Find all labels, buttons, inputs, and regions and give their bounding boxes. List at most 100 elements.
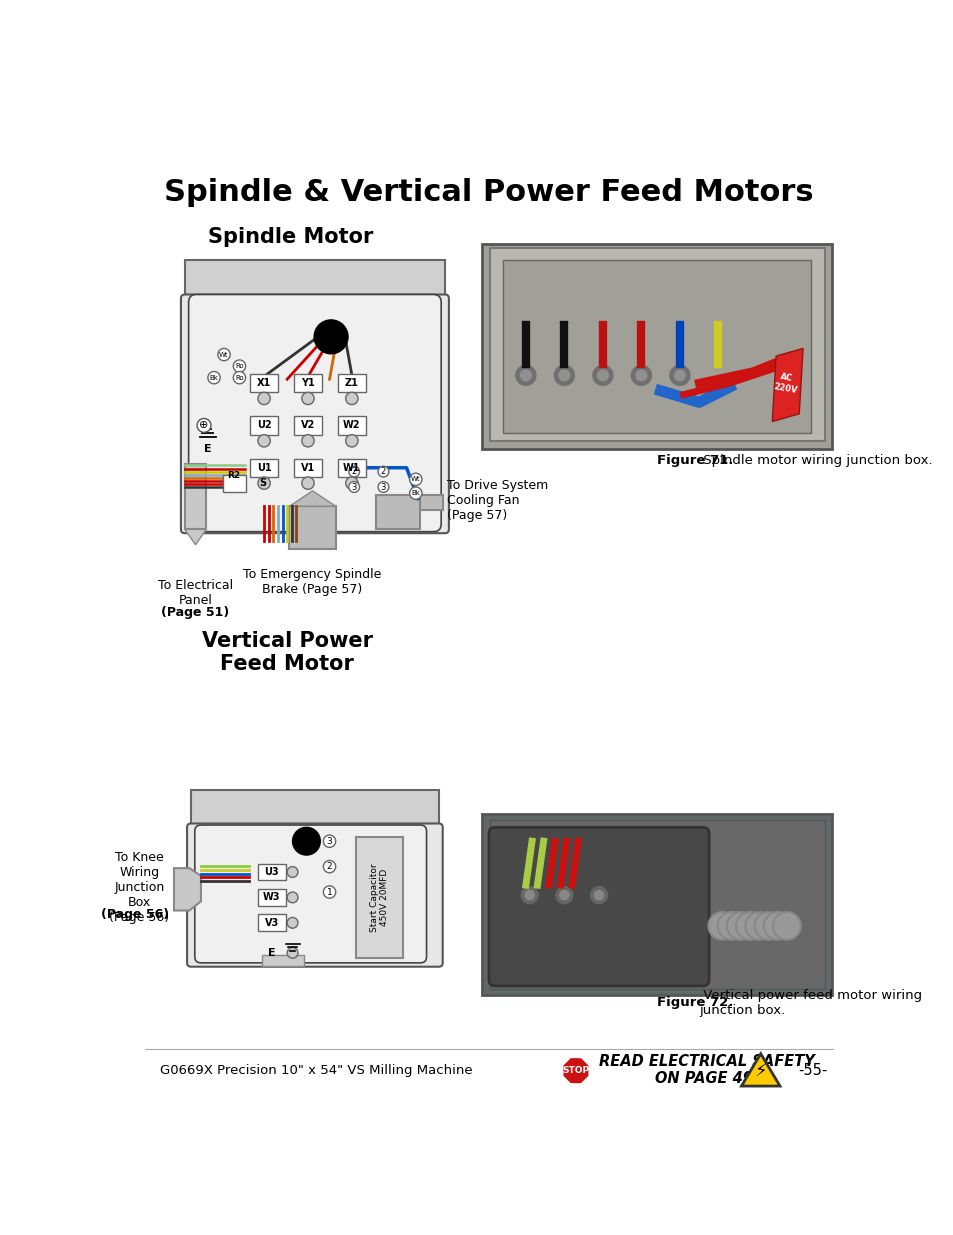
Bar xyxy=(289,506,335,548)
Circle shape xyxy=(208,372,220,384)
Text: Vertical Power
Feed Motor: Vertical Power Feed Motor xyxy=(201,631,373,674)
FancyBboxPatch shape xyxy=(222,474,245,492)
Bar xyxy=(185,259,444,299)
Bar xyxy=(489,820,823,989)
Text: S: S xyxy=(258,478,266,488)
FancyBboxPatch shape xyxy=(294,374,321,393)
Text: Spindle Motor: Spindle Motor xyxy=(208,227,374,247)
FancyBboxPatch shape xyxy=(189,294,440,531)
Circle shape xyxy=(301,393,314,405)
Circle shape xyxy=(590,887,607,904)
Text: Start Capacitor
450V 20MFD: Start Capacitor 450V 20MFD xyxy=(370,863,389,931)
Text: W1: W1 xyxy=(343,463,360,473)
Circle shape xyxy=(323,835,335,847)
Circle shape xyxy=(323,861,335,873)
Text: V2: V2 xyxy=(300,420,314,431)
Text: U2: U2 xyxy=(256,420,271,431)
Circle shape xyxy=(726,911,754,940)
Text: 2: 2 xyxy=(380,467,386,477)
Bar xyxy=(191,790,438,827)
Circle shape xyxy=(323,885,335,898)
FancyBboxPatch shape xyxy=(181,294,449,534)
Circle shape xyxy=(345,435,357,447)
Circle shape xyxy=(301,435,314,447)
Text: E: E xyxy=(268,947,275,958)
Circle shape xyxy=(287,867,297,877)
Text: To Emergency Spindle
Brake (Page 57): To Emergency Spindle Brake (Page 57) xyxy=(243,568,381,595)
Circle shape xyxy=(314,320,348,353)
Text: 3: 3 xyxy=(351,483,356,492)
Circle shape xyxy=(717,911,744,940)
Text: (Page 56): (Page 56) xyxy=(101,908,170,921)
Text: READ ELECTRICAL SAFETY
ON PAGE 49!: READ ELECTRICAL SAFETY ON PAGE 49! xyxy=(598,1053,814,1086)
Text: U3: U3 xyxy=(264,867,279,877)
Circle shape xyxy=(257,393,270,405)
FancyBboxPatch shape xyxy=(337,416,365,435)
Circle shape xyxy=(377,466,389,477)
FancyBboxPatch shape xyxy=(250,416,277,435)
Text: 3: 3 xyxy=(380,483,386,492)
Text: U1: U1 xyxy=(256,463,271,473)
Text: AC
220V: AC 220V xyxy=(772,372,799,395)
Circle shape xyxy=(349,482,359,493)
Text: Y1: Y1 xyxy=(301,378,314,388)
Circle shape xyxy=(708,911,736,940)
FancyBboxPatch shape xyxy=(294,458,321,477)
Circle shape xyxy=(631,366,651,385)
Polygon shape xyxy=(173,868,201,910)
Circle shape xyxy=(636,370,646,380)
Circle shape xyxy=(345,393,357,405)
Text: To Knee
Wiring
Junction
Box
(Page 56): To Knee Wiring Junction Box (Page 56) xyxy=(110,851,170,924)
Circle shape xyxy=(287,947,297,958)
Circle shape xyxy=(293,827,320,855)
Text: 1: 1 xyxy=(326,888,332,897)
Circle shape xyxy=(554,366,574,385)
Bar xyxy=(356,836,402,958)
Circle shape xyxy=(744,911,772,940)
Circle shape xyxy=(516,366,536,385)
Circle shape xyxy=(597,370,608,380)
Text: G0669X Precision 10" x 54" VS Milling Machine: G0669X Precision 10" x 54" VS Milling Ma… xyxy=(160,1065,473,1077)
Circle shape xyxy=(669,366,689,385)
FancyBboxPatch shape xyxy=(250,374,277,393)
Circle shape xyxy=(349,466,359,477)
Bar xyxy=(261,955,304,966)
Text: Vertical power feed motor wiring
junction box.: Vertical power feed motor wiring junctio… xyxy=(699,989,922,1016)
Circle shape xyxy=(287,892,297,903)
Circle shape xyxy=(674,370,684,380)
Polygon shape xyxy=(185,464,206,530)
Circle shape xyxy=(594,890,603,900)
FancyBboxPatch shape xyxy=(257,889,285,906)
Text: To Electrical
Panel: To Electrical Panel xyxy=(158,579,233,608)
Text: V1: V1 xyxy=(300,463,314,473)
Text: Z1: Z1 xyxy=(345,378,358,388)
Circle shape xyxy=(233,372,245,384)
FancyBboxPatch shape xyxy=(250,458,277,477)
Text: W2: W2 xyxy=(343,420,360,431)
Text: 2: 2 xyxy=(352,467,356,477)
Text: Ro: Ro xyxy=(234,374,244,380)
Text: Bk: Bk xyxy=(210,374,218,380)
Text: Bk: Bk xyxy=(411,490,419,496)
Text: W3: W3 xyxy=(263,893,280,903)
Circle shape xyxy=(736,911,763,940)
Circle shape xyxy=(520,887,537,904)
Circle shape xyxy=(217,348,230,361)
Circle shape xyxy=(345,477,357,489)
Text: Spindle motor wiring junction box.: Spindle motor wiring junction box. xyxy=(699,453,932,467)
Circle shape xyxy=(257,435,270,447)
Text: 2: 2 xyxy=(326,862,332,871)
Circle shape xyxy=(559,890,568,900)
Circle shape xyxy=(592,366,612,385)
Text: -55-: -55- xyxy=(798,1063,827,1078)
Bar xyxy=(481,245,831,448)
Text: To Drive System
Cooling Fan
(Page 57): To Drive System Cooling Fan (Page 57) xyxy=(446,479,547,522)
Text: Wt: Wt xyxy=(219,352,229,358)
Text: 3: 3 xyxy=(326,836,332,846)
Polygon shape xyxy=(561,1056,590,1084)
Circle shape xyxy=(197,419,211,432)
Circle shape xyxy=(754,911,781,940)
Bar xyxy=(481,814,831,995)
Circle shape xyxy=(257,477,270,489)
Circle shape xyxy=(301,477,314,489)
